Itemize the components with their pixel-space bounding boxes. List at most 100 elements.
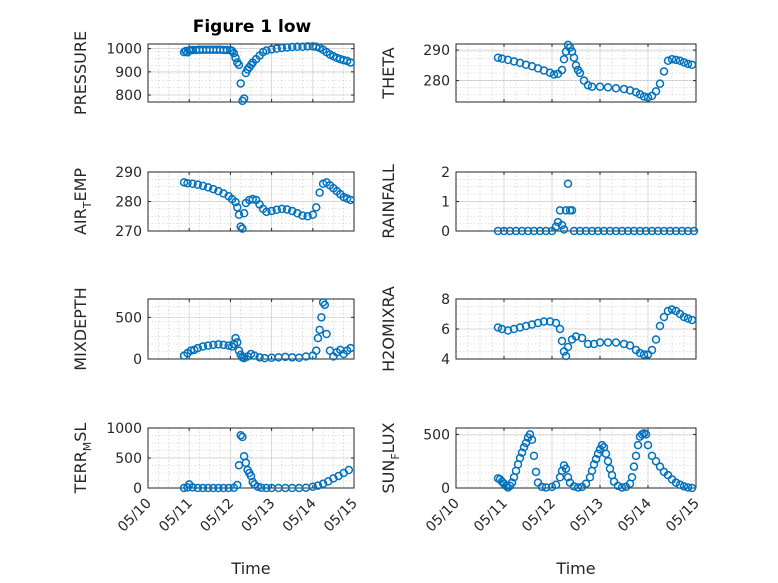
series-markers [493, 40, 697, 102]
data-point [293, 42, 302, 52]
data-point [262, 207, 271, 217]
data-point [679, 312, 689, 322]
y-axis-label-main: PRESSURE [71, 31, 90, 115]
data-point [248, 194, 257, 204]
data-point [629, 226, 639, 236]
data-point [250, 351, 259, 360]
data-point [298, 42, 307, 52]
data-point [346, 343, 355, 353]
data-point [611, 226, 621, 236]
data-point [617, 226, 627, 236]
subplot-6: 4 6 8 H2OMIXRA [379, 286, 697, 372]
y-axis-label-tail: EMP [71, 168, 90, 202]
y-tick-label: 500 [115, 451, 142, 467]
data-point [282, 205, 292, 214]
data-point [647, 226, 657, 236]
data-point [214, 186, 223, 196]
data-point [203, 341, 213, 350]
data-point [633, 440, 643, 450]
data-point [238, 432, 247, 442]
data-point [687, 483, 697, 493]
data-point [236, 222, 245, 231]
data-point [527, 435, 537, 445]
x-tick-label: 05/10 [423, 496, 463, 536]
data-point [635, 348, 645, 358]
data-point [253, 482, 263, 492]
x-tick-label: 05/13 [567, 496, 607, 536]
data-point [611, 84, 621, 93]
series-markers [179, 42, 355, 106]
data-point [277, 43, 287, 53]
y-tick-label: 8 [441, 292, 450, 308]
data-point [665, 226, 675, 236]
data-point [563, 473, 573, 482]
data-point [255, 353, 264, 362]
data-point [515, 453, 525, 463]
data-point [641, 430, 651, 439]
data-point [545, 68, 555, 77]
data-point [593, 226, 603, 236]
data-point [627, 473, 637, 482]
data-point [267, 45, 276, 54]
data-point [231, 53, 240, 63]
data-point [641, 226, 651, 236]
x-tick-label: 05/15 [663, 496, 703, 536]
data-point [659, 312, 669, 322]
y-axis-label-main: MIXDEPTH [71, 287, 90, 370]
y-tick-label: 900 [115, 65, 142, 81]
data-point [653, 226, 663, 236]
data-point [561, 206, 571, 215]
data-point [229, 49, 239, 58]
data-point [236, 430, 245, 440]
x-axis-label: Time [230, 559, 270, 578]
data-point [567, 206, 577, 215]
data-point [298, 211, 307, 220]
axes-frame [455, 43, 697, 103]
data-point [346, 58, 355, 67]
data-point [561, 351, 571, 361]
data-point [581, 479, 591, 488]
data-point [591, 454, 601, 464]
data-point [231, 197, 240, 207]
data-point [234, 346, 244, 355]
data-point [639, 350, 649, 359]
data-point [193, 483, 203, 493]
y-axis-label: TERRMSL [71, 423, 94, 495]
data-point [603, 338, 613, 347]
x-tick-label: 05/10 [115, 496, 155, 536]
y-tick-label: 0 [441, 481, 450, 497]
data-point [563, 342, 573, 352]
y-axis-label-main: THETA [379, 47, 398, 99]
data-point [671, 55, 681, 65]
data-point [583, 80, 593, 90]
data-point [272, 44, 281, 53]
data-point [208, 483, 218, 493]
y-axis-label-main: RAINFALL [379, 164, 398, 239]
data-point [311, 346, 321, 355]
y-tick-label: 500 [423, 427, 450, 443]
data-point [569, 482, 579, 491]
data-point [663, 306, 673, 316]
data-point [683, 314, 693, 323]
data-point [537, 482, 547, 492]
data-point [499, 226, 509, 236]
data-point [563, 179, 573, 189]
data-point [667, 55, 677, 64]
data-point [203, 183, 213, 192]
y-axis-label-subscript: F [389, 453, 402, 459]
data-point [519, 443, 529, 452]
y-tick-label: 800 [115, 88, 142, 104]
data-point [188, 483, 197, 492]
data-point [234, 60, 244, 70]
data-point [541, 483, 551, 492]
data-point [282, 43, 292, 52]
data-point [219, 483, 228, 493]
data-point [188, 179, 197, 189]
y-axis-label-main: AIR [71, 208, 90, 235]
data-point [663, 56, 673, 66]
data-point [287, 206, 297, 216]
data-point [179, 178, 189, 187]
data-point [267, 206, 276, 216]
data-point [262, 483, 271, 493]
